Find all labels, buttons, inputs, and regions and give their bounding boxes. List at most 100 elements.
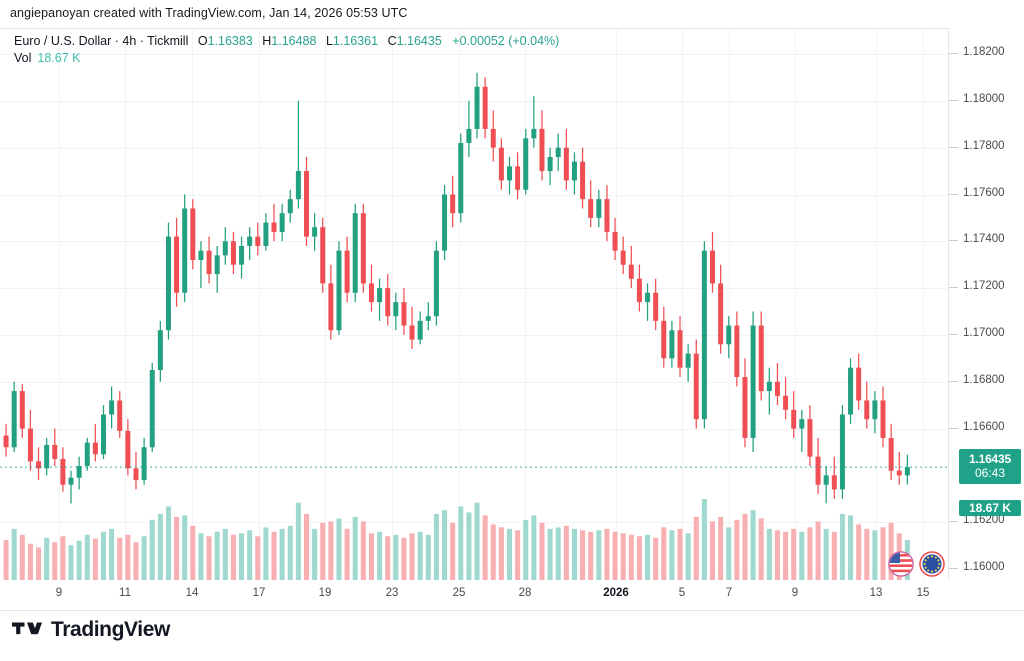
price-axis-label: 1.17400	[963, 233, 1005, 246]
volume-bar	[76, 540, 82, 581]
grid-line-horizontal	[0, 194, 948, 196]
legend-open-label: O	[197, 34, 208, 48]
current-price-value: 1.16435	[969, 452, 1011, 467]
candle-body	[685, 353, 691, 368]
candle-body	[247, 236, 253, 246]
volume-bar	[92, 538, 98, 581]
volume-bar	[450, 522, 456, 581]
candle-body	[109, 400, 115, 415]
candle-body	[60, 458, 66, 485]
candle-body	[831, 475, 837, 490]
candle-body	[490, 128, 496, 148]
volume-bar	[515, 530, 521, 581]
candle-body	[580, 161, 586, 200]
price-axis-tick-mark	[949, 193, 958, 195]
price-axis[interactable]: 1.16435 06:43 18.67 K 1.18200 1.18000 1.17…	[948, 28, 1024, 580]
legend-high-value: 1.16488	[271, 34, 317, 48]
candle-body	[856, 367, 862, 401]
grid-line-horizontal	[0, 241, 948, 243]
candle-body	[190, 208, 196, 260]
volume-bar	[848, 515, 854, 581]
time-axis-label: 11	[119, 587, 131, 599]
volume-bar	[571, 528, 577, 581]
candle-body	[230, 241, 236, 265]
volume-bar	[839, 513, 845, 581]
candle-body	[474, 86, 480, 129]
candle-body	[872, 400, 878, 420]
candle-body	[896, 470, 902, 476]
grid-line-vertical	[192, 29, 193, 581]
volume-bar	[766, 528, 772, 581]
candle-body	[693, 353, 699, 420]
time-axis[interactable]: 9 11 14 17 19 23 25 28 2026 5 7 9 13 15	[0, 580, 1024, 611]
candle-body	[36, 461, 42, 469]
volume-bar	[880, 527, 886, 581]
candle-body	[239, 245, 245, 265]
volume-bar	[304, 513, 309, 581]
volume-bar	[563, 525, 569, 581]
volume-bar	[482, 515, 488, 581]
grid-line-vertical	[392, 29, 393, 581]
candle-body	[433, 250, 439, 317]
grid-line-horizontal	[0, 522, 948, 524]
candle-body	[304, 171, 309, 237]
volume-bar	[149, 519, 155, 581]
volume-bar	[539, 522, 545, 581]
time-axis-label: 9	[55, 587, 63, 599]
time-axis-label: 15	[916, 587, 930, 599]
candle-body	[157, 330, 163, 371]
volume-bar	[230, 534, 236, 581]
volume-bar	[68, 545, 74, 581]
candle-body	[360, 213, 366, 284]
candle-body	[563, 147, 569, 181]
candle-body	[880, 400, 886, 438]
volume-bar	[279, 528, 285, 581]
legend-low-value: 1.16361	[332, 34, 379, 48]
candle-body	[206, 250, 212, 275]
volume-bar	[328, 521, 334, 581]
price-axis-label: 1.17800	[963, 139, 1005, 152]
volume-bar	[864, 528, 870, 581]
volume-bar	[718, 516, 724, 581]
volume-bar	[588, 531, 594, 581]
candle-body	[336, 250, 342, 331]
candle-body	[799, 419, 805, 429]
time-axis-label: 7	[725, 587, 733, 599]
volume-bar	[385, 536, 391, 581]
price-axis-tick-mark	[949, 53, 958, 54]
volume-bar	[547, 528, 553, 581]
price-axis-tick-mark	[949, 521, 958, 523]
legend-close-label: C	[387, 34, 397, 48]
volume-bar	[555, 527, 561, 581]
volume-bar	[255, 536, 261, 581]
candle-body	[726, 325, 732, 345]
grid-line-vertical	[259, 29, 260, 581]
volume-bar	[44, 537, 50, 581]
candle-body	[701, 250, 707, 420]
time-axis-label: 9	[791, 587, 799, 599]
candle-body	[263, 222, 269, 246]
legend-high-label: H	[262, 34, 272, 48]
candle-body	[628, 264, 634, 279]
volume-bar	[36, 547, 42, 581]
candle-body	[766, 381, 772, 392]
volume-bar	[360, 521, 366, 581]
candle-body	[645, 292, 651, 303]
candle-body	[507, 166, 512, 181]
volume-bar	[393, 534, 399, 581]
candle-body	[165, 236, 171, 331]
volume-bar	[653, 537, 659, 581]
volume-bar	[101, 531, 106, 581]
volume-bar	[474, 502, 480, 581]
candle-body	[222, 241, 228, 256]
candle-body	[149, 370, 155, 448]
candle-body	[344, 250, 350, 293]
grid-line-horizontal	[0, 100, 948, 102]
volume-bar	[84, 534, 90, 581]
grid-line-vertical	[795, 29, 796, 581]
volume-bar	[190, 525, 196, 581]
candle-body	[636, 278, 642, 303]
volume-bar	[27, 543, 33, 581]
volume-bar	[458, 506, 464, 581]
chart-plot-area[interactable]	[0, 28, 948, 582]
